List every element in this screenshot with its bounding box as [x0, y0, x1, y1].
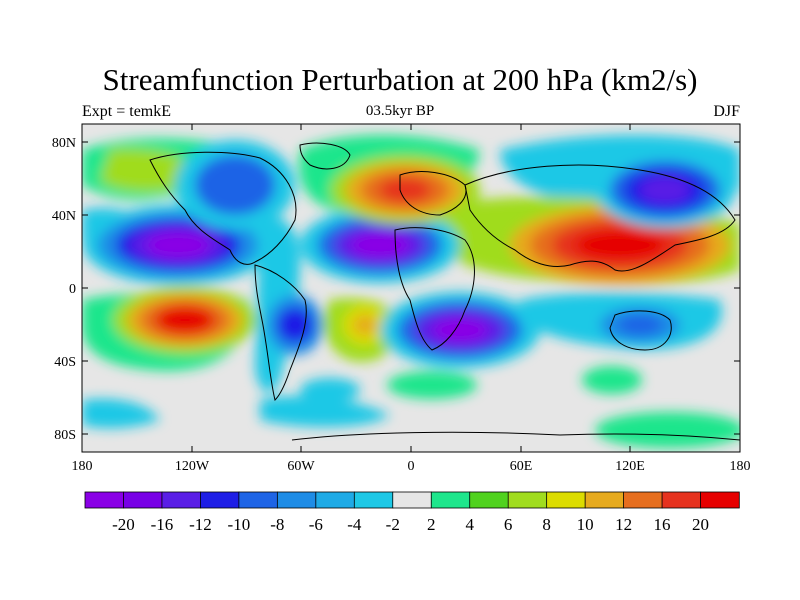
- lon-label-120e: 120E: [615, 459, 645, 474]
- lat-label-40s: 40S: [54, 355, 76, 370]
- colorbar-label: -4: [347, 515, 362, 534]
- lon-label-180w: 180: [72, 459, 93, 474]
- experiment-label: Expt = temkE: [82, 103, 172, 120]
- colorbar-swatch: [584, 491, 625, 509]
- colorbar-swatch: [315, 491, 355, 509]
- page-title: Streamfunction Perturbation at 200 hPa (…: [102, 62, 698, 97]
- coastlines: [149, 142, 740, 441]
- colorbar-swatch: [84, 491, 125, 509]
- colorbar-swatch: [161, 491, 202, 509]
- lon-label-60e: 60E: [510, 459, 533, 474]
- colorbar-swatch: [353, 491, 394, 509]
- colorbar-label: -10: [228, 515, 251, 534]
- colorbar-swatch: [546, 491, 586, 509]
- lat-label-80n: 80N: [52, 136, 76, 151]
- colorbar-label: 8: [542, 515, 551, 534]
- colorbar-swatch: [123, 491, 163, 509]
- colorbar-label: -20: [112, 515, 135, 534]
- colorbar-label: 20: [692, 515, 709, 534]
- colorbar-swatch: [430, 491, 471, 509]
- lat-ticks: [82, 141, 740, 435]
- colorbar-swatch: [469, 491, 509, 509]
- colorbar-swatch: [276, 491, 317, 509]
- lon-ticks: [81, 124, 741, 452]
- colorbar-label: -12: [189, 515, 212, 534]
- colorbar-swatch: [392, 491, 432, 509]
- colorbar-label: 12: [615, 515, 632, 534]
- lat-label-40n: 40N: [52, 209, 76, 224]
- colorbar-swatch: [238, 491, 279, 509]
- colorbar: -20 -16 -12 -10 -8 -6 -4 -2 2 4 6 8 10 12 16 20: [84, 491, 740, 534]
- colorbar-label: -16: [151, 515, 174, 534]
- colorbar-swatch: [507, 491, 548, 509]
- lat-label-0: 0: [69, 282, 76, 297]
- contour-fills: [82, 135, 740, 448]
- season-label: DJF: [713, 103, 740, 120]
- colorbar-label: 10: [577, 515, 594, 534]
- map-field: [82, 124, 740, 452]
- colorbar-swatch: [623, 491, 663, 509]
- colorbar-label: -8: [270, 515, 284, 534]
- colorbar-label: 6: [504, 515, 513, 534]
- time-label: 03.5kyr BP: [365, 103, 435, 119]
- colorbar-swatch: [200, 491, 240, 509]
- lon-label-0: 0: [408, 459, 415, 474]
- colorbar-label: 4: [465, 515, 474, 534]
- colorbar-label: 2: [427, 515, 436, 534]
- lat-label-80s: 80S: [54, 428, 76, 443]
- colorbar-label: 16: [654, 515, 671, 534]
- colorbar-swatch: [700, 491, 740, 509]
- lon-label-60w: 60W: [287, 459, 315, 474]
- colorbar-label: -6: [309, 515, 323, 534]
- colorbar-swatch: [661, 491, 702, 509]
- lon-label-180e: 180: [730, 459, 751, 474]
- colorbar-label: -2: [386, 515, 400, 534]
- lon-label-120w: 120W: [175, 459, 210, 474]
